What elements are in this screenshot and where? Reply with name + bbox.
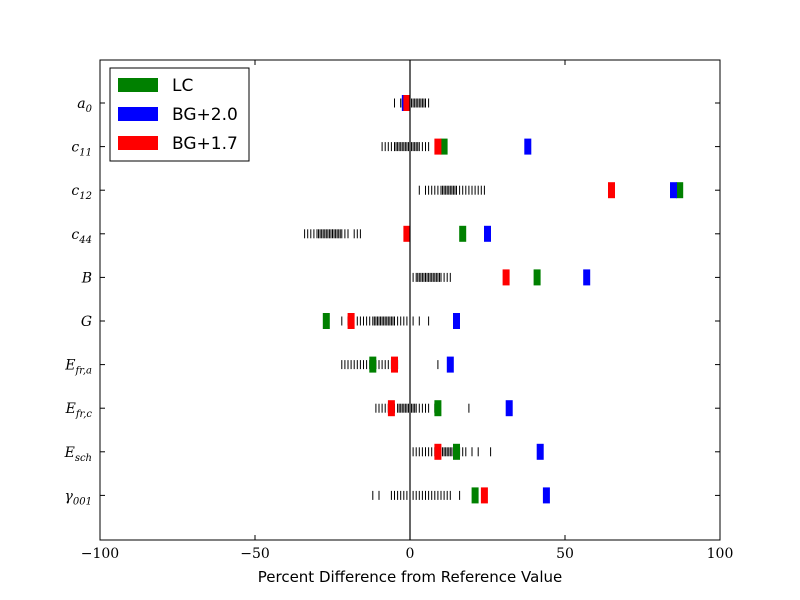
series-marker-lc — [322, 313, 330, 329]
series-marker-lc — [453, 443, 460, 460]
marker-layer — [322, 95, 684, 504]
distribution-layer — [304, 98, 492, 500]
series-marker-lc — [369, 356, 377, 373]
series-marker-bg17 — [608, 182, 615, 199]
x-axis-label: Percent Difference from Reference Value — [258, 568, 562, 586]
legend-swatch — [118, 107, 158, 121]
legend-label: BG+2.0 — [172, 105, 238, 125]
series-marker-bg20 — [505, 400, 513, 417]
series-marker-bg17 — [434, 138, 442, 155]
series-marker-bg17 — [502, 269, 510, 286]
series-marker-bg17 — [387, 400, 395, 417]
x-tick-label: 100 — [707, 546, 734, 562]
y-category-label: c11 — [71, 140, 92, 159]
legend-swatch — [118, 136, 158, 150]
y-category-label: G — [81, 314, 92, 330]
x-tick-label: 50 — [556, 546, 574, 562]
y-category-label: Esch — [64, 445, 92, 464]
y-category-label: B — [81, 270, 92, 286]
series-marker-bg17 — [347, 313, 355, 329]
legend-swatch — [118, 78, 158, 92]
series-marker-bg20 — [484, 225, 491, 242]
x-tick-label: −100 — [81, 546, 119, 562]
series-marker-lc — [434, 400, 442, 417]
series-marker-bg20 — [536, 443, 544, 460]
series-marker-bg20 — [542, 487, 550, 504]
series-marker-lc — [533, 269, 541, 286]
series-marker-bg17 — [480, 487, 488, 504]
series-marker-bg17 — [403, 225, 411, 242]
series-marker-lc — [676, 182, 684, 199]
y-category-label: c12 — [71, 183, 92, 202]
series-marker-bg20 — [453, 313, 460, 329]
legend-label: LC — [172, 76, 193, 96]
legend-label: BG+1.7 — [172, 134, 238, 154]
series-marker-bg20 — [583, 269, 591, 286]
series-marker-bg17 — [403, 95, 411, 111]
y-category-label: Efr,a — [64, 358, 92, 377]
series-marker-bg20 — [446, 356, 454, 373]
y-category-label: c44 — [71, 227, 92, 246]
y-category-label: Efr,c — [65, 401, 93, 420]
y-axis-ticks: a0 c11 c12 c44 B G Efr,a Efr,c Esch γ001 — [64, 96, 720, 507]
y-category-label: a0 — [77, 96, 92, 115]
series-marker-lc — [471, 487, 479, 504]
series-marker-bg17 — [391, 356, 398, 373]
x-tick-label: −50 — [240, 546, 270, 562]
x-tick-label: 0 — [406, 546, 415, 562]
series-marker-lc — [440, 138, 448, 155]
y-category-label: γ001 — [65, 488, 92, 507]
series-marker-bg17 — [434, 443, 442, 460]
series-marker-bg20 — [670, 182, 677, 199]
series-marker-lc — [459, 225, 467, 242]
x-axis-ticks: −100 −50 0 50 100 — [81, 60, 734, 562]
series-marker-bg20 — [524, 138, 532, 155]
legend: LC BG+2.0 BG+1.7 — [109, 67, 250, 162]
